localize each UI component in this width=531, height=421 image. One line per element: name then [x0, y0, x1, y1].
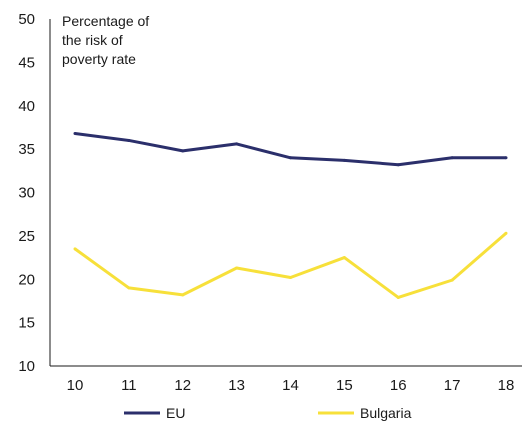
y-axis-title: Percentage of the risk of poverty rate: [62, 13, 153, 67]
data-point-bulgaria: [289, 276, 292, 280]
x-axis-ticks: 10 11 12 13 14 15 16 17 18: [67, 377, 515, 394]
data-point-eu: [181, 149, 185, 153]
data-point-bulgaria: [342, 256, 346, 260]
x-tick-label: 15: [336, 377, 353, 394]
x-tick-label: 11: [121, 377, 137, 394]
y-tick-label: 35: [18, 141, 35, 158]
data-point-bulgaria: [181, 293, 185, 297]
data-point-eu: [235, 142, 239, 146]
series-group: [73, 132, 508, 299]
data-point-eu: [127, 138, 131, 142]
x-tick-label: 16: [390, 377, 407, 394]
x-tick-label: 18: [498, 377, 515, 394]
y-axis-title-line-1: Percentage of: [62, 13, 149, 29]
y-tick-label: 50: [18, 11, 35, 28]
y-tick-label: 20: [18, 271, 35, 288]
y-axis-title-line-3: poverty rate: [62, 51, 136, 67]
x-tick-label: 12: [174, 377, 191, 394]
data-point-eu: [504, 156, 508, 160]
series-line-bulgaria: [74, 232, 507, 299]
series-line-eu: [74, 132, 506, 167]
data-point-eu: [450, 156, 454, 160]
data-point-bulgaria: [127, 286, 131, 290]
y-axis-ticks: 10 15 20 25 30 35 40 45 50: [18, 11, 35, 375]
data-point-eu: [396, 163, 400, 167]
data-point-bulgaria: [235, 266, 239, 270]
x-tick-label: 13: [228, 377, 245, 394]
x-tick-label: 14: [282, 377, 299, 394]
x-tick-label: 10: [67, 377, 84, 394]
y-tick-label: 30: [18, 185, 35, 202]
legend-label-bulgaria: Bulgaria: [360, 405, 412, 421]
data-point-eu: [289, 156, 292, 160]
data-point-bulgaria: [450, 278, 454, 282]
data-point-eu: [342, 158, 346, 162]
y-tick-label: 45: [18, 54, 35, 71]
y-tick-label: 25: [18, 228, 35, 245]
data-point-bulgaria: [73, 247, 77, 251]
y-tick-label: 10: [18, 358, 35, 375]
data-point-bulgaria: [396, 295, 400, 299]
y-tick-label: 40: [18, 98, 35, 115]
data-point-bulgaria: [504, 231, 508, 235]
data-point-eu: [73, 132, 77, 136]
y-tick-label: 15: [18, 315, 35, 332]
y-axis-title-line-2: the risk of: [62, 32, 123, 48]
x-tick-label: 17: [444, 377, 461, 394]
legend-label-eu: EU: [166, 405, 185, 421]
legend: EU Bulgaria: [124, 405, 412, 421]
